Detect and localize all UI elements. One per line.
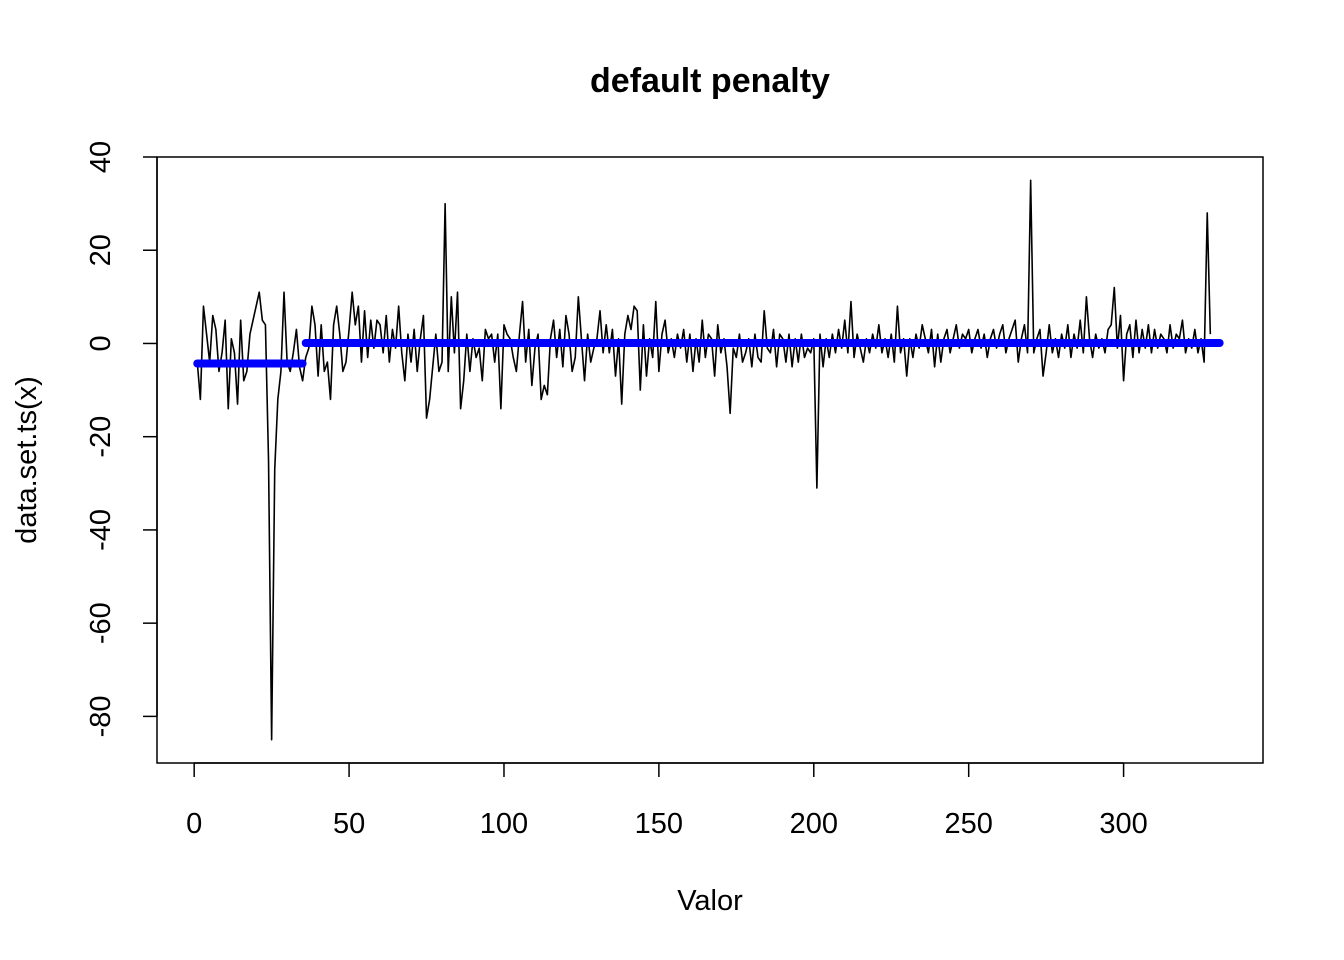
x-tick-label: 300 <box>1099 808 1147 840</box>
y-tick-label: -20 <box>85 416 117 458</box>
x-tick-label: 100 <box>480 808 528 840</box>
y-axis: -80 -60 -40 -20 0 20 40 <box>85 141 158 737</box>
y-tick-label: 20 <box>85 234 117 266</box>
x-tick-label: 200 <box>790 808 838 840</box>
x-tick-label: 0 <box>186 808 202 840</box>
y-axis-label: data.set.ts(x) <box>11 376 43 544</box>
y-tick-label: 0 <box>85 335 117 351</box>
x-tick-label: 50 <box>333 808 365 840</box>
chart-title: default penalty <box>590 62 830 100</box>
y-tick-label: -60 <box>85 602 117 644</box>
x-tick-label: 250 <box>944 808 992 840</box>
x-axis: 0 50 100 150 200 250 300 <box>186 762 1148 840</box>
y-tick-label: -80 <box>85 695 117 737</box>
y-tick-label: 40 <box>85 141 117 173</box>
series-line <box>196 179 1212 741</box>
plot-frame <box>156 156 1264 764</box>
series-layer <box>193 179 1224 741</box>
x-tick-label: 150 <box>635 808 683 840</box>
x-axis-label: Valor <box>677 885 743 917</box>
y-tick-label: -40 <box>85 509 117 551</box>
